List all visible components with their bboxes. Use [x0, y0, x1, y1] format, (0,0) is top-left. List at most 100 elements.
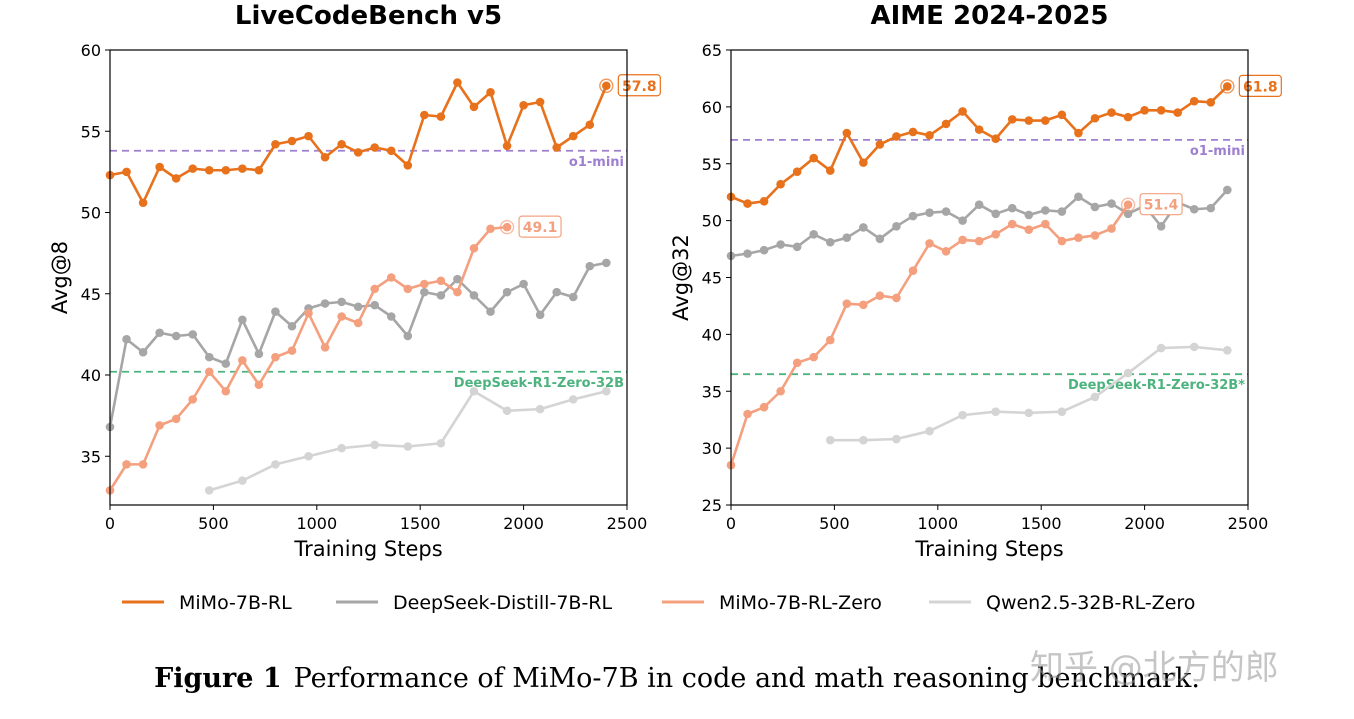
end-marker-mimo-7b-rl-zero: [1120, 197, 1136, 212]
data-point-mimo-7b-rl-zero: [743, 409, 752, 419]
data-point-qwen2-5-32b-rl-zero: [602, 386, 611, 396]
data-point-deepseek-distill-7b-rl: [436, 291, 446, 300]
data-point-qwen2-5-32b-rl-zero: [1156, 343, 1166, 353]
y-axis-label: Avg@8: [48, 241, 72, 314]
data-point-deepseek-distill-7b-rl: [1123, 209, 1133, 219]
data-point-deepseek-distill-7b-rl: [552, 287, 561, 297]
data-point-mimo-7b-rl: [1007, 115, 1017, 124]
data-point-deepseek-distill-7b-rl: [585, 261, 595, 271]
plot-frame: [730, 49, 1249, 506]
data-point-mimo-7b-rl: [743, 199, 752, 208]
data-point-qwen2-5-32b-rl-zero: [238, 476, 247, 485]
data-point-qwen2-5-32b-rl-zero: [1223, 346, 1232, 355]
caption-text: Performance of MiMo-7B in code and math …: [293, 663, 1200, 694]
y-tick-label: 50: [702, 212, 722, 231]
data-point-mimo-7b-rl: [155, 162, 164, 172]
series-line-mimo-7b-rl: [109, 81, 608, 205]
data-point-deepseek-distill-7b-rl: [386, 312, 396, 321]
figure-caption: Figure 1 Performance of MiMo-7B in code a…: [0, 663, 1354, 694]
x-tick-label: 1000: [296, 514, 337, 533]
data-point-mimo-7b-rl-zero: [1024, 225, 1034, 235]
data-point-mimo-7b-rl-zero: [941, 247, 951, 256]
data-point-qwen2-5-32b-rl-zero: [469, 386, 479, 396]
data-point-mimo-7b-rl: [1223, 82, 1232, 91]
data-point-mimo-7b-rl: [776, 179, 785, 189]
data-point-qwen2-5-32b-rl-zero: [204, 486, 214, 495]
data-point-mimo-7b-rl-zero: [908, 266, 918, 275]
y-tick-label: 55: [702, 155, 722, 174]
legend-label-deepseek-distill-7b-rl: DeepSeek-Distill-7B-RL: [393, 592, 612, 614]
x-tick-label: 2000: [1124, 514, 1165, 533]
x-tick-label: 2000: [503, 514, 544, 533]
y-tick-label: 45: [81, 285, 101, 304]
aime-chart: AIME 2024-2025 o1-mini DeepSeek-R1-Zero-32…: [669, 1, 1282, 561]
data-point-qwen2-5-32b-rl-zero: [958, 410, 967, 420]
end-label-mimo-7b-rl: 57.8: [622, 79, 657, 95]
x-tick-label: 2500: [607, 514, 648, 533]
y-tick-label: 40: [81, 366, 101, 385]
reference-label-o1-mini: o1-mini: [1190, 144, 1245, 159]
data-point-mimo-7b-rl: [320, 152, 330, 162]
data-point-mimo-7b-rl: [759, 196, 769, 206]
data-point-qwen2-5-32b-rl-zero: [403, 442, 413, 451]
data-point-deepseek-distill-7b-rl: [353, 302, 363, 312]
data-point-deepseek-distill-7b-rl: [337, 297, 346, 307]
data-point-mimo-7b-rl-zero: [974, 236, 984, 246]
data-point-qwen2-5-32b-rl-zero: [1057, 407, 1067, 417]
x-tick-label: 0: [105, 514, 115, 533]
legend-label-qwen2-5-32b-rl-zero: Qwen2.5-32B-RL-Zero: [986, 592, 1195, 614]
data-point-deepseek-distill-7b-rl: [1057, 207, 1067, 216]
data-point-mimo-7b-rl: [792, 167, 802, 177]
y-tick-label: 40: [702, 325, 722, 344]
data-point-mimo-7b-rl-zero: [792, 358, 802, 368]
chart-title: AIME 2024-2025: [871, 1, 1109, 31]
x-axis-label: Training Steps: [914, 537, 1063, 561]
data-point-mimo-7b-rl: [925, 131, 934, 140]
data-point-mimo-7b-rl: [842, 128, 852, 138]
data-point-deepseek-distill-7b-rl: [941, 207, 951, 216]
end-label-box-mimo-7b-rl: [617, 74, 661, 97]
data-point-deepseek-distill-7b-rl: [776, 240, 785, 249]
data-point-mimo-7b-rl-zero: [353, 318, 363, 328]
data-point-mimo-7b-rl-zero: [155, 421, 164, 430]
data-point-mimo-7b-rl: [469, 102, 479, 112]
data-point-deepseek-distill-7b-rl: [469, 291, 479, 300]
data-point-mimo-7b-rl-zero: [254, 380, 264, 390]
data-point-deepseek-distill-7b-rl: [138, 347, 148, 357]
data-point-deepseek-distill-7b-rl: [602, 258, 611, 268]
data-point-mimo-7b-rl: [1041, 116, 1050, 125]
data-point-qwen2-5-32b-rl-zero: [1024, 408, 1034, 418]
plot-frame: [109, 49, 628, 506]
data-point-qwen2-5-32b-rl-zero: [436, 438, 446, 448]
x-tick-label: 500: [819, 514, 850, 533]
data-point-deepseek-distill-7b-rl: [1156, 222, 1166, 231]
reference-label-o1-mini: o1-mini: [569, 155, 624, 170]
data-point-mimo-7b-rl: [1123, 112, 1133, 122]
data-point-mimo-7b-rl: [453, 78, 462, 87]
data-point-mimo-7b-rl: [353, 148, 363, 157]
data-point-deepseek-distill-7b-rl: [568, 292, 578, 302]
x-tick-label: 500: [198, 514, 229, 533]
data-point-qwen2-5-32b-rl-zero: [304, 451, 313, 461]
data-point-mimo-7b-rl-zero: [925, 239, 934, 248]
data-point-qwen2-5-32b-rl-zero: [1189, 342, 1199, 352]
data-point-mimo-7b-rl-zero: [809, 352, 819, 362]
data-point-mimo-7b-rl-zero: [221, 386, 231, 396]
data-point-mimo-7b-rl-zero: [1007, 219, 1017, 229]
legend-label-mimo-7b-rl-zero: MiMo-7B-RL-Zero: [719, 592, 882, 614]
data-point-qwen2-5-32b-rl-zero: [337, 443, 346, 453]
data-point-mimo-7b-rl: [1107, 108, 1116, 117]
y-tick-label: 35: [81, 447, 101, 466]
data-point-mimo-7b-rl: [403, 161, 413, 170]
data-point-mimo-7b-rl-zero: [486, 224, 495, 234]
data-point-mimo-7b-rl: [1024, 116, 1034, 125]
data-point-deepseek-distill-7b-rl: [287, 321, 297, 331]
data-point-mimo-7b-rl: [585, 120, 595, 130]
data-point-mimo-7b-rl-zero: [320, 343, 330, 352]
data-point-deepseek-distill-7b-rl: [743, 249, 752, 258]
y-tick-label: 55: [81, 122, 101, 141]
data-point-mimo-7b-rl: [304, 131, 313, 141]
data-point-mimo-7b-rl: [1206, 98, 1216, 107]
data-point-mimo-7b-rl: [974, 125, 984, 134]
data-point-qwen2-5-32b-rl-zero: [892, 434, 901, 444]
